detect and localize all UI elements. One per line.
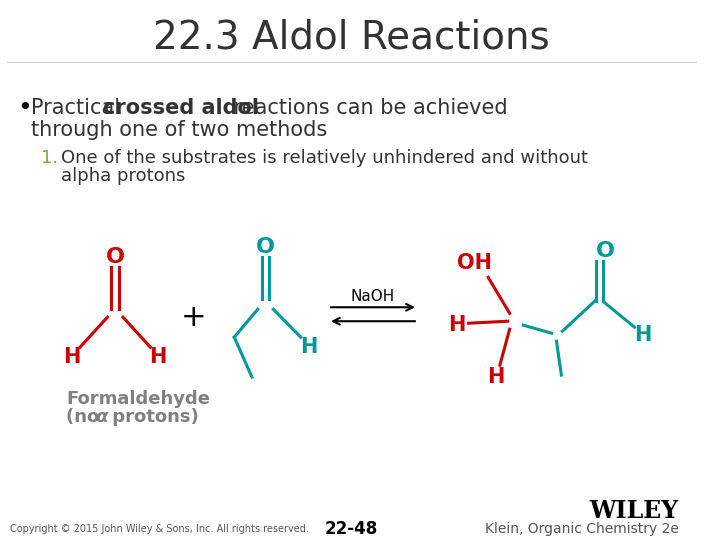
Text: H: H [63,347,81,367]
Text: H: H [300,337,318,357]
Text: 22-48: 22-48 [325,519,378,538]
Text: through one of two methods: through one of two methods [31,120,328,140]
Text: WILEY: WILEY [590,499,678,523]
Text: (no: (no [66,408,106,426]
Text: O: O [106,247,125,267]
Text: Practical: Practical [31,98,127,118]
Text: 22.3 Aldol Reactions: 22.3 Aldol Reactions [153,19,550,57]
Text: Klein, Organic Chemistry 2e: Klein, Organic Chemistry 2e [485,522,678,536]
Text: crossed aldol: crossed aldol [104,98,259,118]
Text: One of the substrates is relatively unhindered and without: One of the substrates is relatively unhi… [60,148,588,167]
Text: protons): protons) [107,408,199,426]
Text: α: α [96,408,108,426]
Text: +: + [181,303,206,332]
Text: O: O [256,238,275,258]
Text: NaOH: NaOH [351,289,395,304]
Text: OH: OH [457,253,492,273]
Text: H: H [634,325,651,345]
Text: H: H [150,347,167,367]
Text: Formaldehyde: Formaldehyde [66,390,210,408]
Text: H: H [487,367,505,387]
Text: alpha protons: alpha protons [60,166,185,185]
Text: Copyright © 2015 John Wiley & Sons, Inc. All rights reserved.: Copyright © 2015 John Wiley & Sons, Inc.… [10,524,309,534]
Text: •: • [17,96,32,120]
Text: H: H [449,315,466,335]
Text: 1.: 1. [41,148,58,167]
Text: reactions can be achieved: reactions can be achieved [228,98,508,118]
Text: O: O [596,241,615,261]
